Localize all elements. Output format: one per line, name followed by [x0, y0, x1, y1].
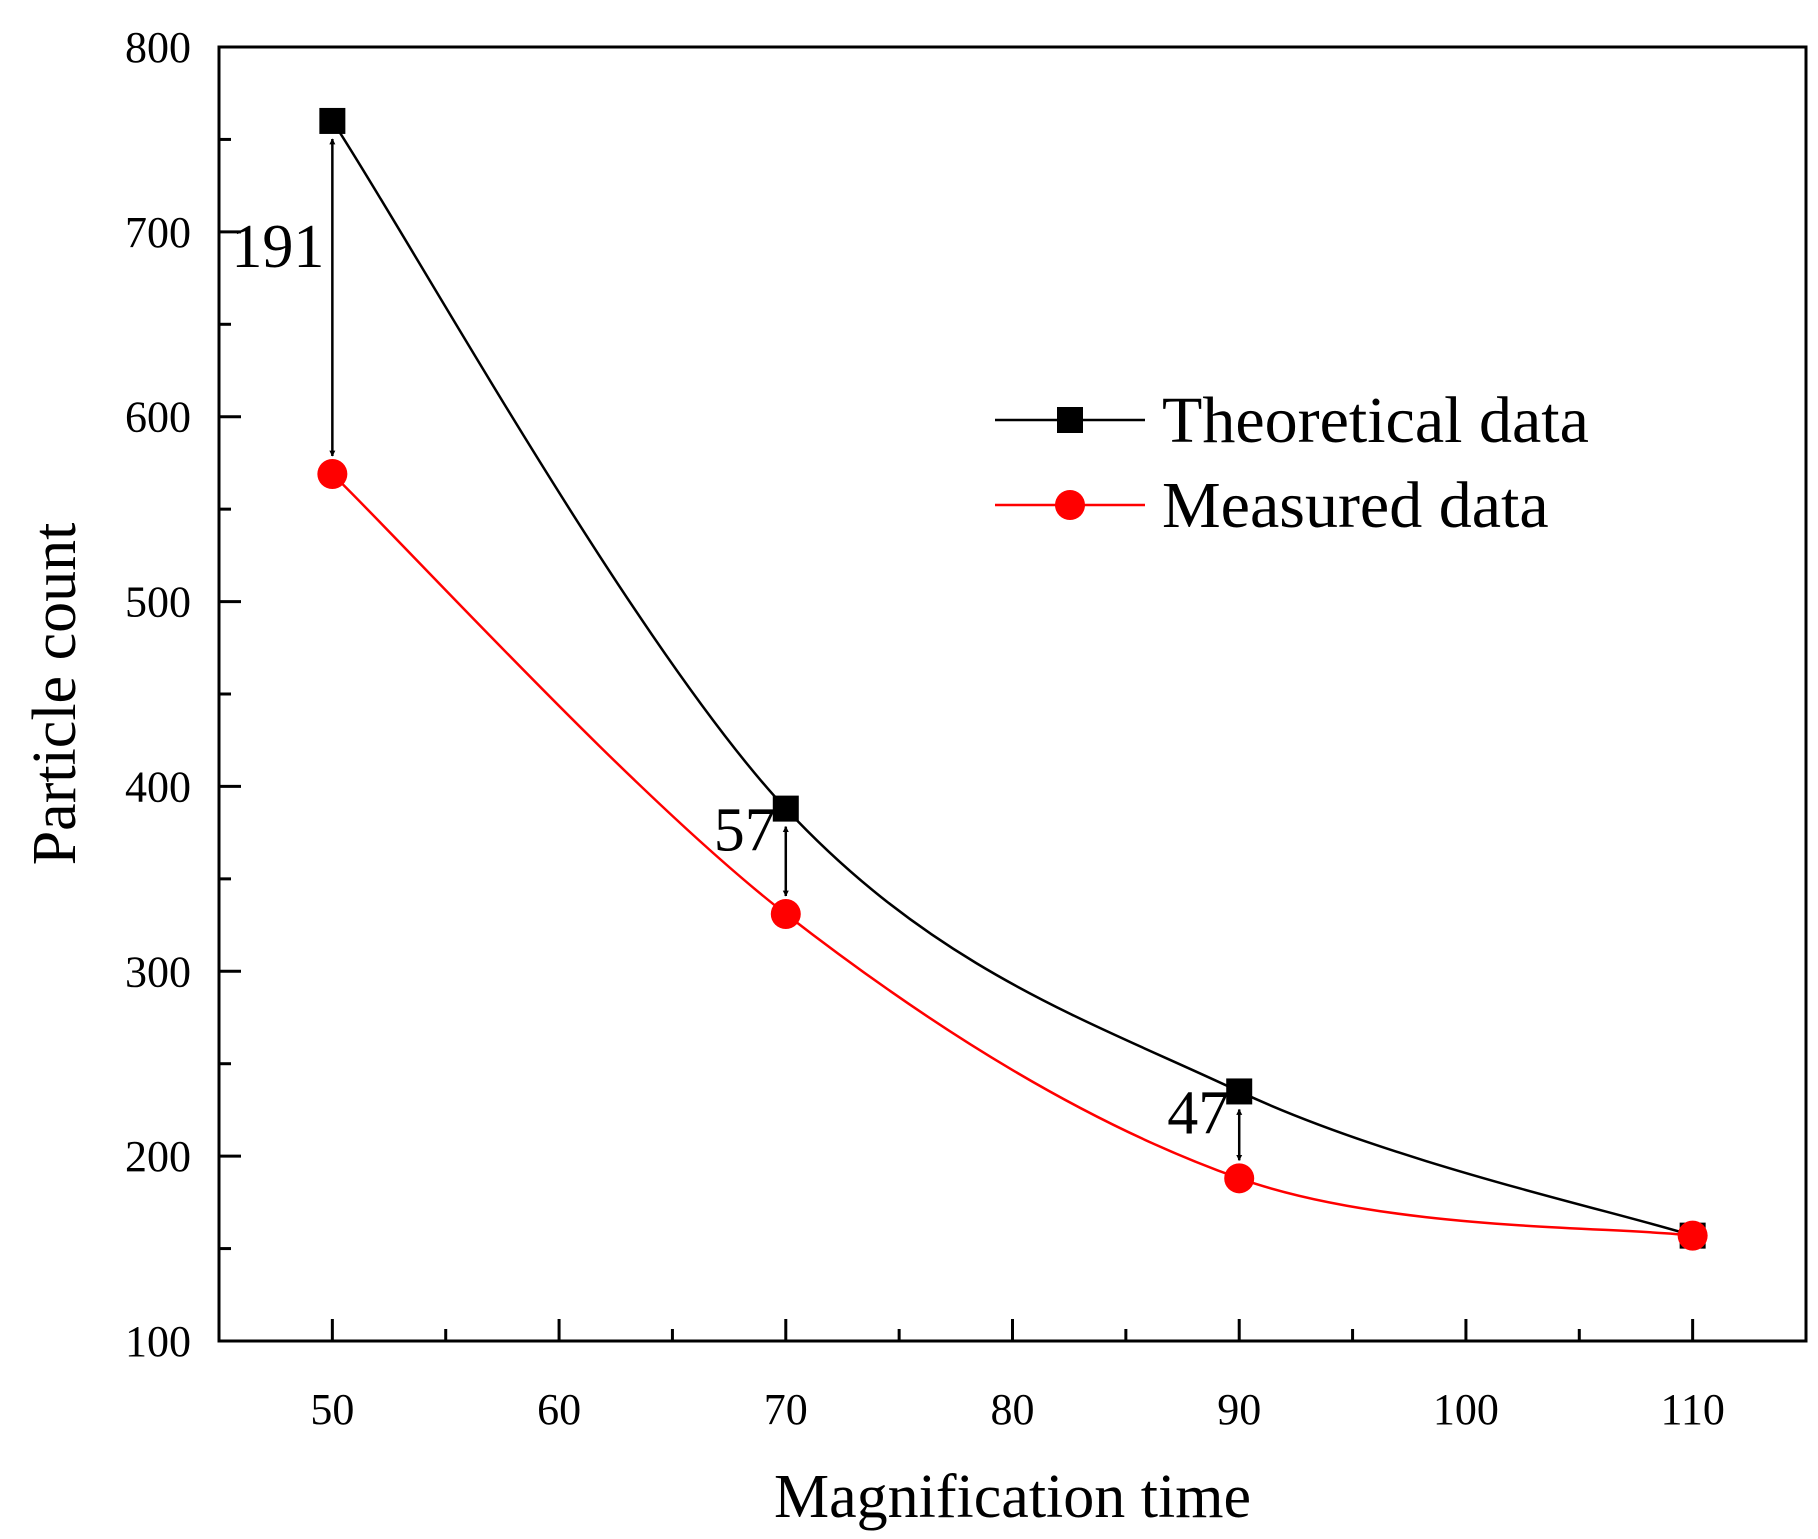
- legend: Theoretical data Measured data: [995, 384, 1589, 542]
- x-tick-label: 70: [764, 1385, 808, 1434]
- legend-circle-marker: [1055, 490, 1085, 520]
- difference-label: 47: [1167, 1079, 1229, 1147]
- difference-label: 57: [714, 797, 776, 865]
- series-layer: [317, 107, 1708, 1251]
- plot-frame: [217, 45, 1808, 1343]
- data-point-circle: [317, 459, 348, 490]
- x-tick-label: 100: [1433, 1385, 1499, 1434]
- y-axis: 100 200 300 400 500 600 700 800: [125, 23, 241, 1366]
- x-tick-label: 110: [1660, 1385, 1724, 1434]
- legend-label: Theoretical data: [1162, 384, 1589, 457]
- data-point-circle: [1677, 1220, 1708, 1251]
- x-tick-label: 80: [991, 1385, 1035, 1434]
- legend-item-theoretical-data: Theoretical data: [995, 384, 1589, 457]
- y-tick-label: 700: [125, 208, 191, 257]
- x-tick-label: 50: [310, 1385, 354, 1434]
- annotation-layer: 191 57 47: [231, 138, 1243, 1161]
- data-point-square: [319, 107, 346, 134]
- plot-area: [217, 45, 1808, 1343]
- data-point-square: [772, 795, 799, 822]
- data-point-circle: [770, 898, 801, 929]
- series-line: [331, 120, 1694, 1237]
- legend-square-marker: [1057, 407, 1083, 433]
- y-tick-label: 200: [125, 1132, 191, 1181]
- x-axis-title: Magnification time: [774, 1463, 1251, 1531]
- series-line: [331, 473, 1693, 1237]
- x-tick-label: 90: [1217, 1385, 1261, 1434]
- data-point-circle: [1224, 1163, 1255, 1194]
- data-point-square: [1226, 1078, 1253, 1105]
- y-tick-label: 400: [125, 762, 191, 811]
- legend-item-measured-data: Measured data: [995, 469, 1549, 542]
- y-tick-label: 500: [125, 578, 191, 627]
- series-measured-data: [317, 459, 1708, 1251]
- difference-label: 191: [231, 213, 324, 281]
- x-axis: 50 60 70 80 90 100 110: [310, 1319, 1725, 1434]
- y-axis-title: Particle count: [21, 523, 89, 866]
- y-tick-label: 300: [125, 947, 191, 996]
- legend-label: Measured data: [1162, 469, 1549, 542]
- y-tick-label: 800: [125, 23, 191, 72]
- y-tick-label: 100: [125, 1317, 191, 1366]
- x-tick-label: 60: [537, 1385, 581, 1434]
- y-tick-label: 600: [125, 393, 191, 442]
- series-theoretical-data: [319, 107, 1706, 1249]
